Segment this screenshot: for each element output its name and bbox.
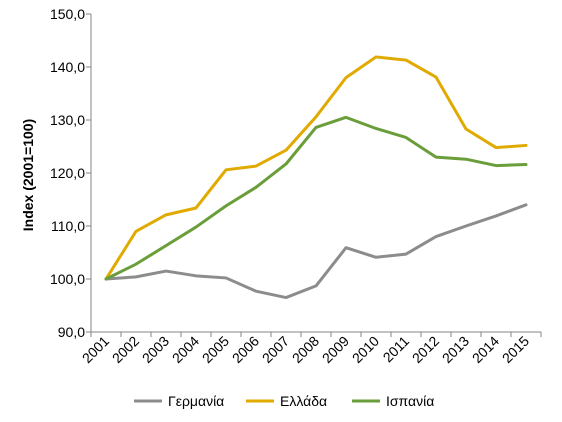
x-tick-label: 2009: [319, 333, 352, 366]
y-tick-label: 90,0: [58, 324, 85, 340]
x-tick-label: 2005: [199, 333, 232, 366]
x-tick-label: 2006: [229, 333, 262, 366]
x-tick-label: 2004: [169, 333, 202, 366]
tick-labels: 90,0100,0110,0120,0130,0140,0150,0200120…: [50, 6, 532, 366]
y-tick-label: 130,0: [50, 112, 85, 128]
x-tick-label: 2014: [469, 333, 502, 366]
y-axis-title: Index (2001=100): [20, 119, 36, 231]
legend: Γερμανία Ελλάδα Ισπανία: [134, 393, 434, 409]
x-tick-label: 2010: [349, 333, 382, 366]
x-tick-label: 2011: [380, 333, 413, 366]
x-tick-label: 2003: [139, 333, 172, 366]
legend-label: Γερμανία: [168, 393, 224, 409]
series-lines: [104, 55, 528, 300]
x-tick-label: 2013: [439, 333, 472, 366]
x-tick-label: 2012: [409, 333, 442, 366]
y-tick-label: 140,0: [50, 59, 85, 75]
legend-label: Ελλάδα: [280, 393, 327, 409]
axes: [86, 13, 542, 337]
x-tick-label: 2008: [289, 333, 322, 366]
y-tick-label: 120,0: [50, 165, 85, 181]
series-line: [104, 55, 528, 281]
series-line: [104, 203, 528, 300]
x-tick-label: 2015: [499, 333, 532, 366]
legend-label: Ισπανία: [386, 393, 434, 409]
series-line: [104, 115, 528, 281]
y-tick-label: 150,0: [50, 6, 85, 22]
x-tick-label: 2007: [259, 333, 292, 366]
y-tick-label: 110,0: [51, 218, 85, 234]
x-tick-label: 2002: [109, 333, 142, 366]
y-tick-label: 100,0: [50, 271, 85, 287]
